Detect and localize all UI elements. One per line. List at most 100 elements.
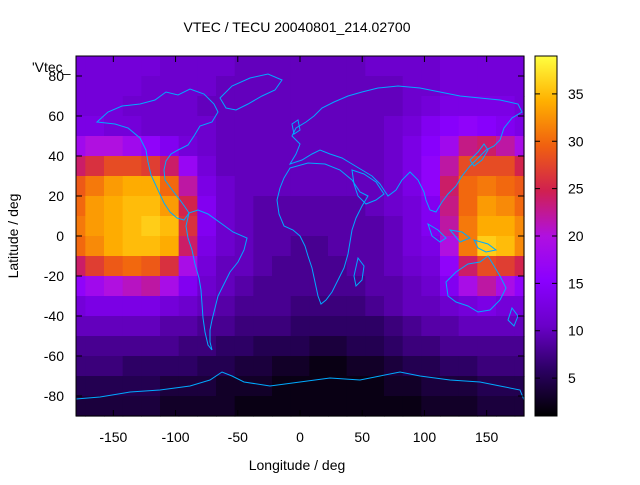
heatmap-cell xyxy=(290,56,310,77)
y-axis-label: Latitude / deg xyxy=(5,194,21,279)
x-tick-label: 50 xyxy=(354,429,370,445)
heatmap-cell xyxy=(253,156,273,177)
heatmap-cell xyxy=(384,276,404,297)
heatmap-cell xyxy=(477,356,497,377)
heatmap-cell xyxy=(160,236,180,257)
heatmap-cell xyxy=(365,216,385,237)
heatmap-cell xyxy=(328,176,348,197)
heatmap-cell xyxy=(496,156,516,177)
heatmap-cell xyxy=(365,116,385,137)
heatmap-cell xyxy=(458,256,478,277)
heatmap-cell xyxy=(496,356,516,377)
heatmap-cell xyxy=(514,56,525,77)
heatmap-cell xyxy=(384,156,404,177)
heatmap-cell xyxy=(178,336,198,357)
x-tick-label: 0 xyxy=(296,429,304,445)
heatmap-cell xyxy=(402,356,422,377)
heatmap-cell xyxy=(384,176,404,197)
heatmap-cell xyxy=(496,96,516,117)
heatmap-cell xyxy=(402,316,422,337)
y-tick-label: 20 xyxy=(48,188,64,204)
heatmap-cell xyxy=(421,236,441,257)
heatmap-cell xyxy=(122,236,142,257)
heatmap-cell xyxy=(477,96,497,117)
heatmap-cell xyxy=(402,136,422,157)
heatmap-cell xyxy=(514,176,525,197)
heatmap-cell xyxy=(76,296,86,317)
heatmap-cell xyxy=(141,176,161,197)
heatmap-cell xyxy=(514,76,525,97)
heatmap-cell xyxy=(421,56,441,77)
heatmap-cell xyxy=(440,216,460,237)
heatmap-cell xyxy=(76,376,86,397)
heatmap-cell xyxy=(122,296,142,317)
heatmap-cell xyxy=(290,156,310,177)
heatmap-cell xyxy=(440,236,460,257)
heatmap-cell xyxy=(197,316,217,337)
heatmap-cell xyxy=(272,356,292,377)
heatmap-cell xyxy=(122,116,142,137)
heatmap-cell xyxy=(85,376,105,397)
heatmap-cell xyxy=(421,116,441,137)
y-tick-label: 80 xyxy=(48,68,64,84)
heatmap-cell xyxy=(402,256,422,277)
heatmap-cell xyxy=(514,116,525,137)
heatmap-cell xyxy=(421,296,441,317)
heatmap-cell xyxy=(141,336,161,357)
heatmap-cell xyxy=(216,316,236,337)
heatmap-cell xyxy=(85,336,105,357)
heatmap-cell xyxy=(440,356,460,377)
x-tick-label: 150 xyxy=(475,429,499,445)
heatmap-cell xyxy=(197,96,217,117)
heatmap-cell xyxy=(496,236,516,257)
heatmap-cell xyxy=(104,236,124,257)
heatmap-cell xyxy=(421,156,441,177)
heatmap-cell xyxy=(290,296,310,317)
heatmap-cell xyxy=(234,316,254,337)
heatmap-cell xyxy=(178,116,198,137)
heatmap-cell xyxy=(160,316,180,337)
heatmap-cell xyxy=(160,96,180,117)
heatmap-cell xyxy=(496,296,516,317)
heatmap-cell xyxy=(122,56,142,77)
heatmap-cell xyxy=(141,196,161,217)
heatmap-cell xyxy=(365,316,385,337)
heatmap-cell xyxy=(197,156,217,177)
heatmap-cell xyxy=(365,136,385,157)
heatmap-cell xyxy=(458,116,478,137)
heatmap-cell xyxy=(178,96,198,117)
heatmap-cell xyxy=(272,236,292,257)
heatmap-cell xyxy=(122,396,142,417)
heatmap-cell xyxy=(253,356,273,377)
heatmap-cell xyxy=(290,236,310,257)
heatmap-cell xyxy=(384,136,404,157)
heatmap-cell xyxy=(216,136,236,157)
heatmap-cell xyxy=(216,176,236,197)
heatmap-cell xyxy=(76,156,86,177)
colorbar-ticks: 5 10 15 20 25 30 35 xyxy=(535,86,584,386)
heatmap-cell xyxy=(309,176,329,197)
heatmap-cell xyxy=(85,316,105,337)
heatmap-cell xyxy=(272,396,292,417)
heatmap-cell xyxy=(309,276,329,297)
heatmap-cell xyxy=(440,396,460,417)
heatmap-cell xyxy=(216,56,236,77)
coastline-new-zealand xyxy=(507,306,519,327)
heatmap-cell xyxy=(76,256,86,277)
heatmap-cell xyxy=(458,316,478,337)
heatmap-cell xyxy=(421,256,441,277)
heatmap-cell xyxy=(272,256,292,277)
heatmap-cell xyxy=(328,236,348,257)
heatmap-cell xyxy=(458,136,478,157)
heatmap-cell xyxy=(253,296,273,317)
heatmap-cell xyxy=(85,136,105,157)
heatmap-cell xyxy=(104,136,124,157)
heatmap-cell xyxy=(384,396,404,417)
heatmap-cell xyxy=(141,96,161,117)
heatmap-cell xyxy=(496,76,516,97)
heatmap-cell xyxy=(160,336,180,357)
heatmap-cell xyxy=(253,116,273,137)
heatmap-cell xyxy=(234,216,254,237)
heatmap-cell xyxy=(346,396,366,417)
